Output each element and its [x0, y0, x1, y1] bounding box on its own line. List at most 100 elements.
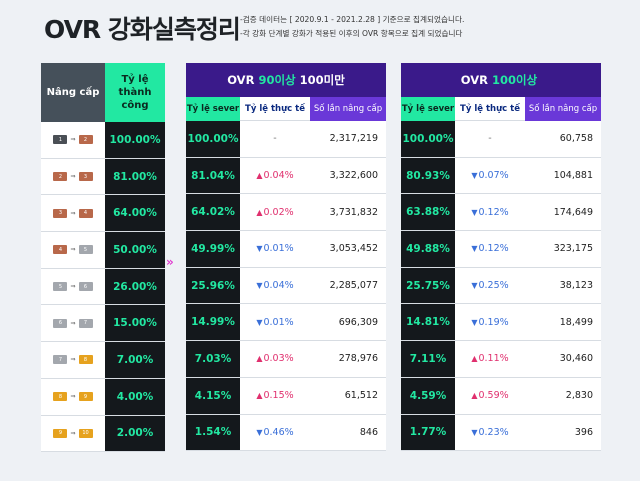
upgrade-count: 846 — [310, 414, 386, 451]
triangle-down-icon: ▼ — [471, 207, 478, 217]
upgrade-step: 1 ⇒ 2 — [41, 122, 105, 158]
tier-badge: 4 — [78, 208, 93, 218]
diff-value: 0.07% — [478, 170, 509, 182]
actual-rate-diff: ▲ 0.02% — [240, 194, 310, 231]
panel-title-suffix: 100미만 — [299, 73, 345, 87]
panel-ovr-90-100: OVR 90이상 100미만 Tỷ lệ sever Tỷ lệ thực tế Số l… — [186, 63, 386, 452]
actual-rate-diff: ▲ 0.04% — [240, 157, 310, 194]
tier-badge: 8 — [53, 392, 68, 402]
actual-rate-diff: - — [240, 121, 310, 157]
arrow-right-icon: ⇒ — [70, 319, 76, 327]
diff-value: - — [488, 133, 492, 145]
panel-header: Tỷ lệ sever Tỷ lệ thực tế Số lần nâng cấp — [401, 97, 601, 121]
upgrade-count: 3,731,832 — [310, 194, 386, 231]
upgrade-step: 9 ⇒ 10 — [41, 415, 105, 452]
tier-badge: 2 — [78, 135, 93, 145]
diff-value: 0.03% — [263, 353, 294, 365]
actual-rate-diff: ▼ 0.12% — [455, 194, 525, 231]
upgrade-count: 61,512 — [310, 377, 386, 414]
actual-rate-diff: - — [455, 121, 525, 157]
panel-ovr-100: OVR 100이상 Tỷ lệ sever Tỷ lệ thực tế Số lần n… — [401, 63, 601, 452]
header-actual-rate: Tỷ lệ thực tế — [455, 97, 525, 121]
actual-rate-diff: ▼ 0.07% — [455, 157, 525, 194]
table-row: 7.11% ▲ 0.11% 30,460 — [401, 341, 601, 378]
success-rate: 4.00% — [105, 378, 165, 415]
upgrade-step: 5 ⇒ 6 — [41, 268, 105, 305]
triangle-down-icon: ▼ — [256, 427, 263, 437]
panel-title: OVR 100이상 — [401, 63, 601, 97]
upgrade-count: 38,123 — [525, 267, 601, 304]
success-rate: 26.00% — [105, 268, 165, 305]
success-rate: 50.00% — [105, 232, 165, 268]
header-upgrade-count: Số lần nâng cấp — [310, 97, 386, 121]
tier-badge: 9 — [53, 428, 68, 438]
server-rate: 7.11% — [401, 341, 455, 377]
note-line: -검증 데이터는 [ 2020.9.1 - 2021.2.28 ] 기준으로 집… — [240, 15, 465, 24]
upgrade-step: 3 ⇒ 4 — [41, 195, 105, 232]
tier-badge: 7 — [78, 318, 93, 328]
tier-badge: 5 — [78, 245, 93, 255]
triangle-up-icon: ▲ — [256, 207, 263, 217]
panel-title-prefix: OVR — [460, 73, 489, 87]
header-success-rate: Tỷ lệ thành công — [105, 63, 165, 122]
tier-badge: 1 — [53, 135, 68, 145]
success-rate: 64.00% — [105, 195, 165, 232]
header-upgrade: Nâng cấp — [41, 63, 105, 122]
server-rate: 49.99% — [186, 231, 240, 267]
tier-badge: 4 — [53, 245, 68, 255]
actual-rate-diff: ▼ 0.23% — [455, 414, 525, 451]
server-rate: 14.99% — [186, 304, 240, 341]
server-rate: 4.59% — [401, 377, 455, 414]
triangle-up-icon: ▲ — [256, 171, 263, 181]
tier-badge: 9 — [78, 392, 93, 402]
tier-badge: 2 — [53, 172, 68, 182]
arrow-right-icon: ⇒ — [70, 136, 76, 144]
table-row: 25.96% ▼ 0.04% 2,285,077 — [186, 267, 386, 305]
diff-value: 0.12% — [478, 206, 509, 218]
actual-rate-diff: ▼ 0.46% — [240, 414, 310, 451]
header-upgrade-count: Số lần nâng cấp — [525, 97, 601, 121]
server-rate: 7.03% — [186, 341, 240, 377]
triangle-down-icon: ▼ — [471, 427, 478, 437]
diff-value: - — [273, 133, 277, 145]
diff-value: 0.01% — [263, 243, 294, 255]
panel-title-highlight: 90이상 — [258, 73, 296, 87]
actual-rate-diff: ▲ 0.59% — [455, 377, 525, 414]
triangle-up-icon: ▲ — [256, 354, 263, 364]
upgrade-count: 696,309 — [310, 304, 386, 341]
server-rate: 81.04% — [186, 157, 240, 194]
note-line: -각 강화 단계별 강화가 적용된 이후의 OVR 항목으로 집계 되었습니다 — [240, 29, 463, 38]
diff-value: 0.59% — [478, 390, 509, 402]
upgrade-count: 278,976 — [310, 341, 386, 377]
diff-value: 0.01% — [263, 316, 294, 328]
server-rate: 14.81% — [401, 304, 455, 341]
server-rate: 100.00% — [401, 121, 455, 157]
triangle-up-icon: ▲ — [471, 391, 478, 401]
upgrade-rate-table: Nâng cấp Tỷ lệ thành công 1 ⇒ 2 100.00% 2 ⇒ 3 8… — [41, 63, 165, 453]
upgrade-count: 60,758 — [525, 121, 601, 157]
table-row: 25.75% ▼ 0.25% 38,123 — [401, 267, 601, 305]
page-title: OVR 강화실측정리 — [44, 15, 241, 44]
table-row: 14.99% ▼ 0.01% 696,309 — [186, 304, 386, 342]
triangle-down-icon: ▼ — [471, 171, 478, 181]
upgrade-step: 7 ⇒ 8 — [41, 342, 105, 378]
server-rate: 80.93% — [401, 157, 455, 194]
server-rate: 63.88% — [401, 194, 455, 231]
table-row: 63.88% ▼ 0.12% 174,649 — [401, 194, 601, 232]
header-server-rate: Tỷ lệ sever — [186, 97, 240, 121]
table-row: 7 ⇒ 8 7.00% — [41, 342, 165, 379]
upgrade-step: 2 ⇒ 3 — [41, 158, 105, 195]
tier-badge: 8 — [78, 355, 93, 365]
actual-rate-diff: ▼ 0.25% — [455, 267, 525, 304]
diff-value: 0.15% — [263, 390, 294, 402]
server-rate: 64.02% — [186, 194, 240, 231]
server-rate: 1.54% — [186, 414, 240, 451]
actual-rate-diff: ▼ 0.19% — [455, 304, 525, 341]
success-rate: 100.00% — [105, 122, 165, 158]
table-row: 100.00% - 60,758 — [401, 121, 601, 158]
upgrade-count: 30,460 — [525, 341, 601, 377]
upgrade-count: 3,053,452 — [310, 231, 386, 267]
table-row: 64.02% ▲ 0.02% 3,731,832 — [186, 194, 386, 232]
table-row: 1.77% ▼ 0.23% 396 — [401, 414, 601, 452]
actual-rate-diff: ▲ 0.03% — [240, 341, 310, 377]
